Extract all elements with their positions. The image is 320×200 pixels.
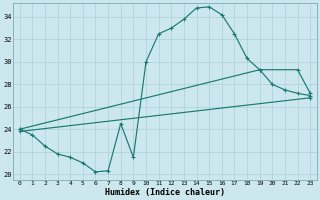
X-axis label: Humidex (Indice chaleur): Humidex (Indice chaleur) (105, 188, 225, 197)
